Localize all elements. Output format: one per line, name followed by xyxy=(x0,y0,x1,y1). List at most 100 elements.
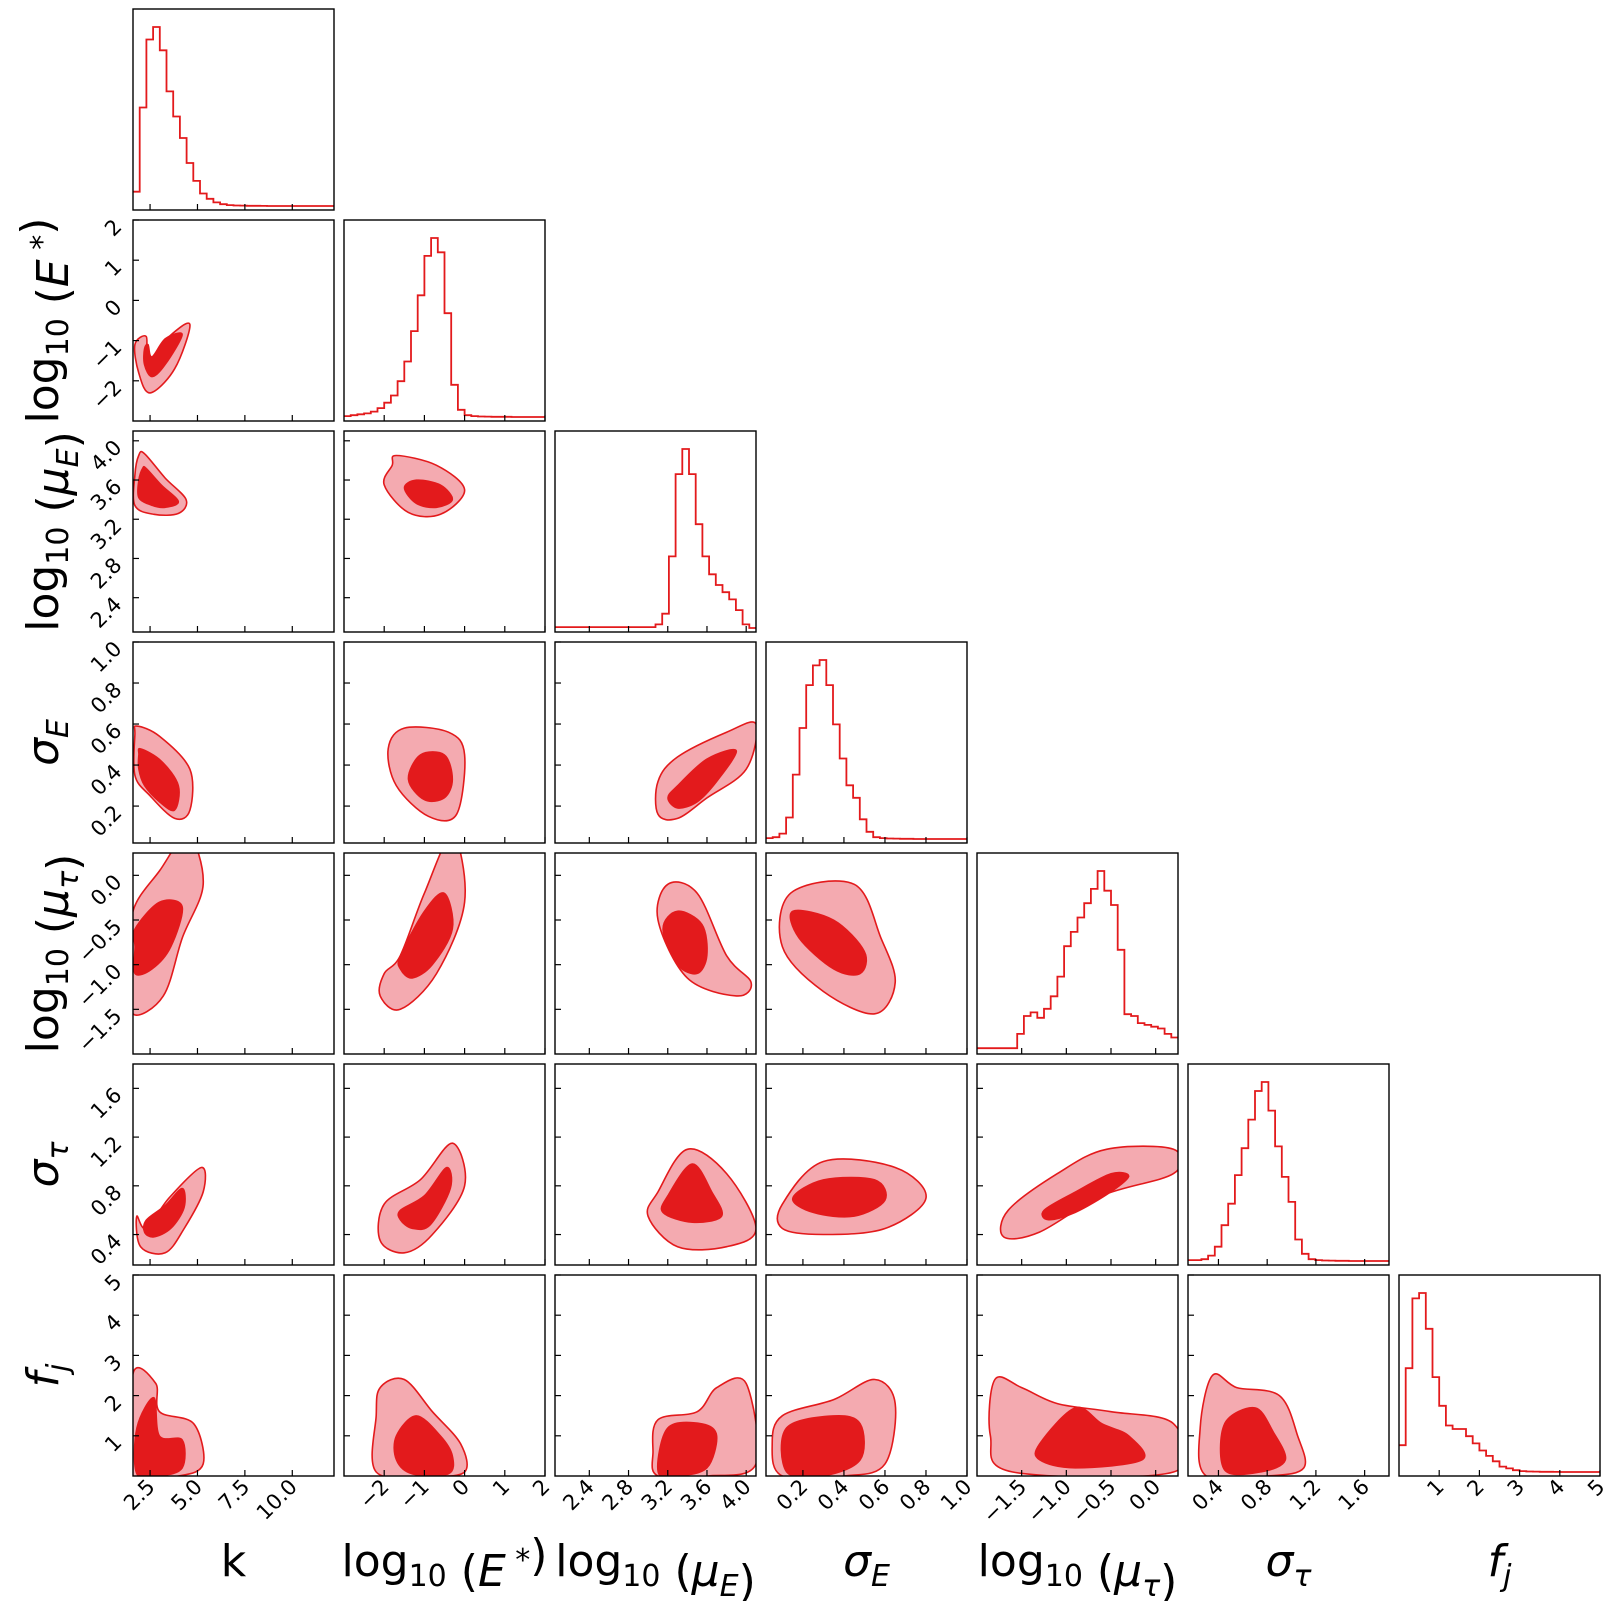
x-tick-label-log10_mu_E: 2.4 xyxy=(558,1475,599,1516)
axes-frame xyxy=(132,1063,335,1266)
y-tick-label-sigma_tau: 1.6 xyxy=(86,1083,127,1124)
panel-f_j-vs-log10_mu_tau: −1.5−1.0−0.5 0.0 xyxy=(976,1274,1179,1528)
axes-frame xyxy=(554,1274,757,1477)
axes-frame xyxy=(976,852,1179,1055)
y-tick-label-sigma_tau: 0.8 xyxy=(86,1180,127,1221)
y-tick-label-log10_mu_E: 3.6 xyxy=(86,475,127,516)
axes-frame xyxy=(132,430,335,633)
panel-f_j-vs-k: 2.5 5.0 7.510.0 1 2 3 4 5 xyxy=(100,1270,335,1525)
axes-frame xyxy=(554,852,757,1055)
panel-log10_mu_tau-vs-k: −1.5−1.0−0.50.0 xyxy=(74,852,335,1057)
panel-f_j-vs-sigma_E: 0.2 0.4 0.6 0.8 1.0 xyxy=(765,1274,977,1516)
axes-frame xyxy=(1187,1274,1390,1477)
panel-sigma_E-vs-sigma_E xyxy=(765,641,968,844)
x-tick-label-log10_E_star: −1 xyxy=(395,1475,434,1514)
contour-inner xyxy=(1041,1171,1130,1221)
axes-frame xyxy=(554,1063,757,1266)
y-tick-label-log10_mu_tau: −1.0 xyxy=(74,959,127,1012)
x-tick-label-log10_mu_tau: −1.0 xyxy=(1023,1475,1076,1528)
axes-frame xyxy=(976,1274,1179,1477)
panel-log10_mu_tau-vs-sigma_E xyxy=(765,852,968,1055)
panel-log10_mu_E-vs-log10_mu_E xyxy=(554,430,757,633)
y-axis-label-log10_mu_tau: log10 (μτ) xyxy=(18,854,89,1054)
axes-frame xyxy=(343,641,546,844)
y-tick-label-log10_mu_tau: −0.5 xyxy=(74,915,127,968)
contour-inner xyxy=(133,899,184,976)
x-tick-label-log10_mu_E: 4.0 xyxy=(715,1475,756,1516)
axes-frame xyxy=(554,430,757,633)
contour-inner xyxy=(137,747,180,812)
panel-log10_mu_tau-vs-log10_mu_tau xyxy=(976,852,1179,1055)
y-tick-label-sigma_E: 0.6 xyxy=(86,719,127,760)
axes-frame xyxy=(765,1063,968,1266)
y-tick-label-log10_E_star: 1 xyxy=(100,255,126,281)
axes-frame xyxy=(132,219,335,422)
panel-log10_mu_E-vs-log10_E_star xyxy=(343,430,546,633)
x-tick-label-k: 2.5 xyxy=(119,1475,160,1516)
y-tick-label-log10_mu_E: 4.0 xyxy=(86,435,127,476)
y-tick-label-log10_mu_tau: −1.5 xyxy=(74,1004,127,1057)
y-tick-label-sigma_tau: 0.4 xyxy=(86,1229,127,1270)
x-axis-label-log10_E_star: log10 (E *) xyxy=(342,1530,548,1597)
contour-inner xyxy=(792,1176,887,1218)
contour-inner xyxy=(789,909,868,976)
x-tick-label-log10_mu_E: 3.2 xyxy=(637,1475,678,1516)
x-axis-label-log10_mu_E: log10 (μE) xyxy=(555,1536,756,1601)
x-tick-label-sigma_tau: 1.2 xyxy=(1285,1475,1326,1516)
y-axis-label-sigma_E: σE xyxy=(18,719,76,766)
x-tick-label-sigma_E: 0.6 xyxy=(854,1475,895,1516)
panel-sigma_E-vs-log10_E_star xyxy=(343,641,546,844)
y-tick-label-log10_mu_E: 2.8 xyxy=(86,553,127,594)
panel-log10_E_star-vs-log10_E_star xyxy=(343,219,546,422)
x-tick-label-log10_mu_tau: 0.0 xyxy=(1125,1475,1166,1516)
y-axis-label-sigma_tau: στ xyxy=(18,1141,76,1188)
panel-sigma_tau-vs-k: 0.4 0.8 1.2 1.6 xyxy=(86,1063,335,1270)
x-axis-label-k: k xyxy=(221,1536,247,1587)
x-tick-label-log10_E_star: 0 xyxy=(448,1475,474,1501)
contour-inner xyxy=(403,479,454,509)
axes-frame xyxy=(343,1063,546,1266)
panel-f_j-vs-log10_mu_E: 2.42.83.23.64.0 xyxy=(554,1274,757,1516)
x-tick-label-log10_mu_E: 2.8 xyxy=(597,1475,638,1516)
axes-frame xyxy=(132,1274,335,1477)
axes-frame xyxy=(1398,1274,1601,1477)
y-tick-label-log10_E_star: 2 xyxy=(100,215,126,241)
y-tick-label-f_j: 4 xyxy=(100,1310,126,1336)
x-tick-label-log10_mu_tau: −1.5 xyxy=(978,1475,1031,1528)
x-axis-label-log10_mu_tau: log10 (μτ) xyxy=(978,1536,1178,1601)
x-tick-label-sigma_tau: 0.4 xyxy=(1187,1475,1228,1516)
y-tick-label-f_j: 1 xyxy=(100,1430,126,1456)
panel-log10_mu_tau-vs-log10_mu_E xyxy=(554,852,757,1055)
panel-sigma_tau-vs-log10_mu_tau xyxy=(976,1063,1179,1266)
axes-frame xyxy=(132,641,335,844)
panel-log10_mu_E-vs-k: 2.42.83.23.64.0 xyxy=(86,430,335,633)
x-tick-label-f_j: 2 xyxy=(1463,1475,1489,1501)
x-tick-label-log10_mu_tau: −0.5 xyxy=(1068,1475,1121,1528)
y-axis-label-f_j: fj xyxy=(18,1363,76,1388)
contour-inner xyxy=(662,910,708,975)
contour-inner xyxy=(397,892,454,979)
axes-frame xyxy=(343,430,546,633)
panel-f_j-vs-sigma_tau: 0.4 0.8 1.2 1.6 xyxy=(1187,1274,1390,1516)
axes-frame xyxy=(343,219,546,422)
x-tick-label-k: 10.0 xyxy=(252,1475,302,1525)
axes-frame xyxy=(132,852,335,1055)
y-tick-label-f_j: 5 xyxy=(100,1270,126,1296)
x-tick-label-log10_E_star: −2 xyxy=(355,1475,394,1514)
panel-log10_mu_tau-vs-log10_E_star xyxy=(343,852,546,1055)
panel-sigma_tau-vs-sigma_E xyxy=(765,1063,968,1266)
contour-inner xyxy=(1219,1406,1287,1476)
x-tick-label-f_j: 3 xyxy=(1503,1475,1529,1501)
y-tick-label-f_j: 3 xyxy=(100,1350,126,1376)
axes-frame xyxy=(765,852,968,1055)
contour-inner xyxy=(407,751,454,803)
y-tick-label-sigma_tau: 1.2 xyxy=(86,1132,127,1173)
x-tick-label-sigma_E: 0.8 xyxy=(895,1475,936,1516)
panel-sigma_E-vs-k: 0.20.40.60.81.0 xyxy=(86,637,335,844)
x-tick-label-log10_mu_E: 3.6 xyxy=(676,1475,717,1516)
x-tick-label-log10_E_star: 1 xyxy=(488,1475,514,1501)
axes-frame xyxy=(554,641,757,844)
x-axis-label-sigma_tau: στ xyxy=(1266,1536,1313,1594)
